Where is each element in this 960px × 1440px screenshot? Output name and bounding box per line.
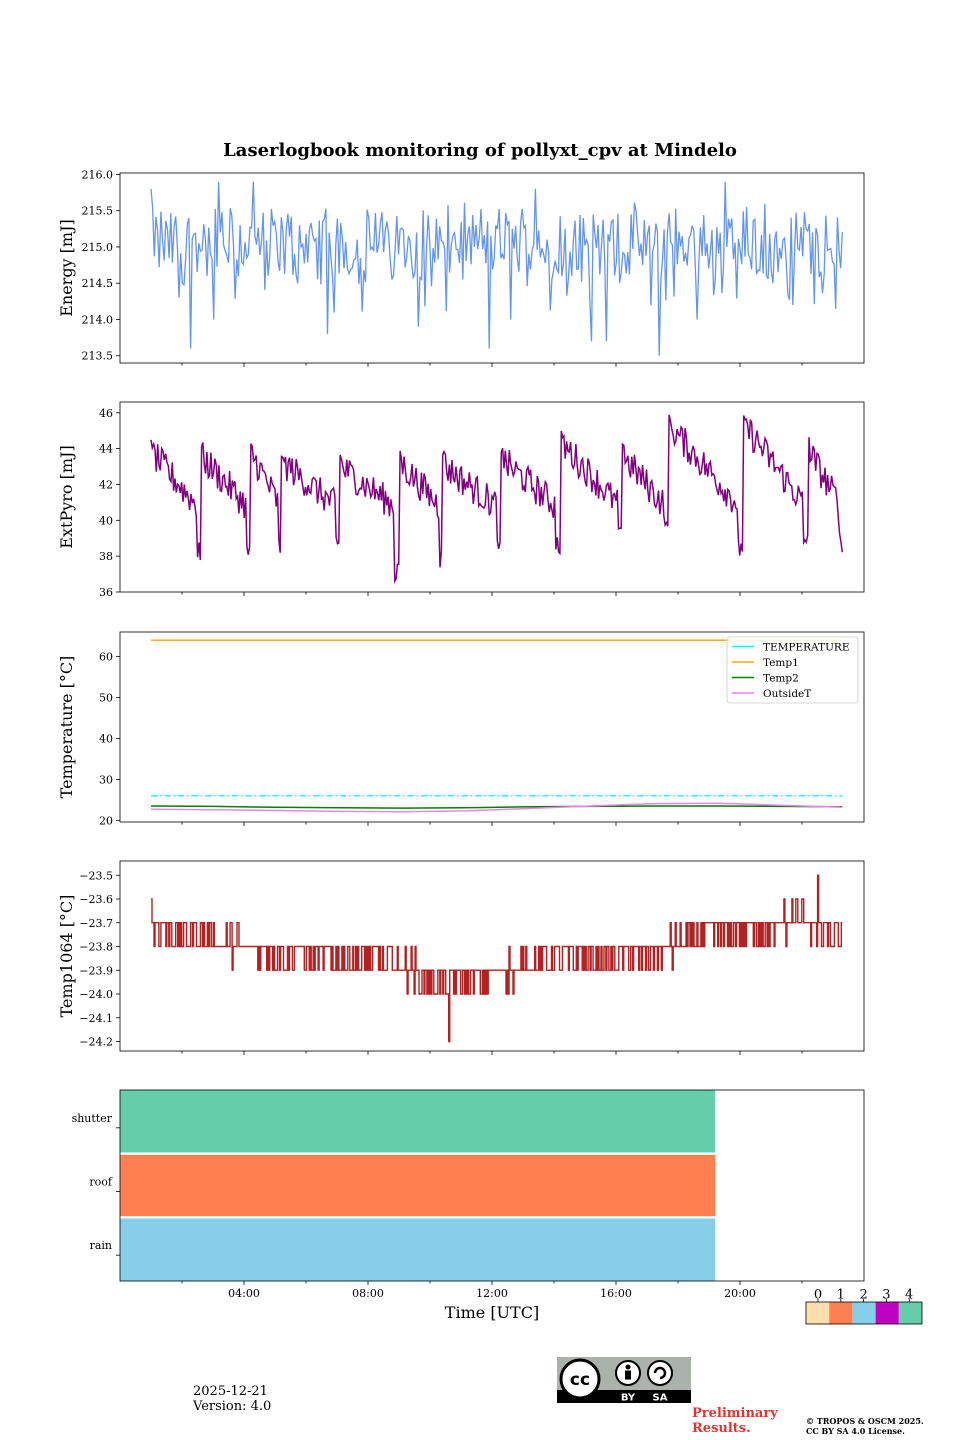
row-label-rain: rain (90, 1239, 112, 1252)
colorbar-label: 3 (882, 1288, 890, 1303)
xtick-label-status: 04:00 (228, 1287, 260, 1300)
ylabel-temp1064: Temp1064 [°C] (57, 895, 76, 1018)
axes-frame-temp1064 (119, 860, 865, 1052)
ytick-label-temp1064: −24.1 (79, 1012, 113, 1025)
ytick-label-temperature: 50 (99, 692, 113, 705)
date-text: 2025-12-21 (193, 1384, 268, 1399)
date-version-block: 2025-12-21 Version: 4.0 (193, 1384, 271, 1414)
ytick-label-temp1064: −23.8 (79, 941, 113, 954)
ytick-label-temperature: 30 (99, 773, 113, 786)
series-line-extpyro (150, 414, 844, 584)
panel-extpyro: 36 38 40 42 44 46 ExtPyro [mJ] (57, 401, 865, 599)
axes-frame-energy (119, 172, 865, 364)
ytick-label-energy: 215.0 (82, 241, 114, 254)
series-line-temp2 (150, 805, 843, 809)
copyright-note: © TROPOS & OSCM 2025. CC BY SA 4.0 Licen… (806, 1416, 924, 1436)
sa-icon (647, 1360, 673, 1386)
preliminary-line-1: Preliminary (692, 1406, 778, 1421)
axes-frame-status (119, 1089, 865, 1282)
ytick-label-temperature: 40 (99, 732, 113, 745)
ytick-label-extpyro: 46 (99, 407, 113, 420)
by-label: BY (621, 1393, 636, 1404)
ytick-label-extpyro: 38 (99, 550, 113, 563)
sa-icon-arrow (653, 1366, 667, 1380)
ylabel-energy: Energy [mJ] (57, 219, 76, 317)
figure-title: Laserlogbook monitoring of pollyxt_cpv a… (223, 140, 737, 161)
legend-box (726, 636, 859, 704)
version-text: Version: 4.0 (193, 1399, 272, 1414)
row-label-shutter: shutter (72, 1112, 113, 1125)
axes-frame-temperature (119, 631, 865, 823)
ytick-label-temperature: 60 (99, 651, 113, 664)
axes-frame-extpyro (119, 401, 865, 593)
ytick-label-energy: 216.0 (82, 168, 114, 181)
ylabel-temperature: Temperature [°C] (57, 656, 76, 799)
copyright-line-1: © TROPOS & OSCM 2025. (806, 1416, 924, 1426)
by-icon-head (625, 1364, 631, 1370)
colorbar-cell-3 (875, 1302, 899, 1324)
status-bar-roof (120, 1154, 716, 1217)
legend-label-temp1: Temp1 (763, 657, 799, 669)
panel-temp1064: −24.2 −24.1 −24.0 −23.9 −23.8 −23.7 −23.6 −23.5… (57, 860, 865, 1055)
legend-label-temperature: TEMPERATURE (763, 641, 850, 653)
preliminary-results-note: Preliminary Results. (692, 1406, 778, 1436)
colorbar-cell-0 (806, 1302, 830, 1324)
sa-label: SA (653, 1393, 668, 1404)
colorbar-label: 0 (814, 1288, 822, 1303)
cc-license-badge: cc BY SA (557, 1357, 691, 1403)
ytick-label-energy: 215.5 (82, 205, 114, 218)
cc-icon-label: cc (570, 1370, 590, 1390)
status-bar-rain (120, 1218, 716, 1281)
xtick-label-status: 08:00 (352, 1287, 384, 1300)
ytick-label-temp1064: −24.2 (79, 1036, 113, 1049)
ytick-label-temp1064: −23.5 (79, 869, 113, 882)
ytick-label-temp1064: −23.6 (79, 893, 113, 906)
ytick-label-temperature: 20 (99, 814, 113, 827)
ytick-label-extpyro: 36 (99, 586, 113, 599)
ytick-label-temp1064: −23.9 (79, 964, 113, 977)
panel-energy: 213.5 214.0 214.5 215.0 215.5 216.0 Energy [mJ… (57, 168, 865, 367)
cc-icon (559, 1358, 601, 1400)
colorbar-cell-4 (898, 1302, 922, 1324)
ytick-label-extpyro: 42 (99, 478, 113, 491)
ylabel-extpyro: ExtPyro [mJ] (57, 445, 76, 548)
colorbar-label: 2 (859, 1288, 867, 1303)
colorbar-cell-2 (852, 1302, 876, 1324)
ytick-label-energy: 213.5 (82, 350, 114, 363)
series-line-energy (150, 181, 843, 356)
row-label-roof: roof (89, 1176, 113, 1189)
colorbar-cell-1 (829, 1302, 853, 1324)
preliminary-line-2: Results. (692, 1421, 751, 1436)
colorbar-label: 1 (837, 1288, 845, 1303)
series-line-outsidet (150, 802, 843, 813)
ytick-label-energy: 214.5 (82, 277, 114, 290)
status-bar-shutter (120, 1090, 716, 1153)
ytick-label-extpyro: 40 (99, 514, 113, 527)
colorbar-frame (805, 1301, 923, 1325)
xtick-label-status: 16:00 (600, 1287, 632, 1300)
legend: TEMPERATURE Temp1 Temp2 OutsideT (726, 636, 859, 704)
series-line-temp1064 (151, 874, 843, 1043)
ytick-label-temp1064: −24.0 (79, 988, 113, 1001)
panel-temperature: 20 30 40 50 60 Temperature [°C] TEMPERATURE Tem… (57, 631, 865, 827)
copyright-line-2: CC BY SA 4.0 License. (806, 1426, 905, 1436)
ytick-label-energy: 214.0 (82, 313, 114, 326)
by-icon-body (625, 1370, 631, 1380)
legend-label-outsidet: OutsideT (763, 688, 811, 700)
legend-label-temp2: Temp2 (763, 672, 799, 684)
panel-status: shutter roof rain 04:00 08:00 12:00 16:00 20:00… (72, 1089, 865, 1322)
ytick-label-extpyro: 44 (99, 443, 113, 456)
plot-area-temp1064 (120, 861, 864, 1051)
xlabel-time: Time [UTC] (445, 1303, 539, 1322)
colorbar-label: 4 (905, 1288, 913, 1303)
xtick-label-status: 20:00 (724, 1287, 756, 1300)
xtick-label-status: 12:00 (476, 1287, 508, 1300)
ytick-label-temp1064: −23.7 (79, 917, 113, 930)
